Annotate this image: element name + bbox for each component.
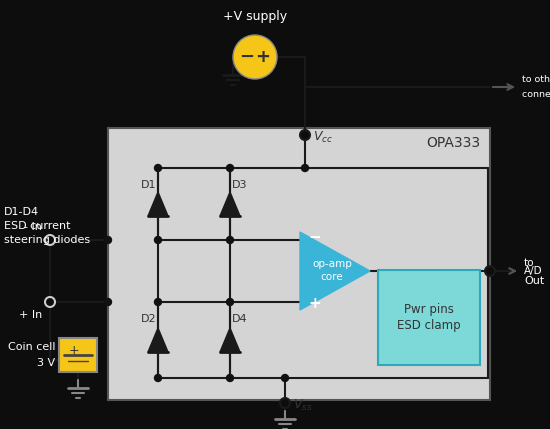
FancyBboxPatch shape [108,128,490,400]
Text: connected to the +V line: connected to the +V line [522,90,550,99]
Text: - In: - In [24,222,42,232]
Text: steering diodes: steering diodes [4,235,90,245]
Circle shape [300,130,310,140]
Circle shape [155,375,162,381]
Text: Coin cell: Coin cell [8,342,55,352]
Text: $V_{cc}$: $V_{cc}$ [313,130,333,145]
Circle shape [155,299,162,305]
FancyBboxPatch shape [59,338,97,372]
Text: to: to [524,258,535,268]
Text: core: core [321,272,343,282]
Circle shape [227,164,234,172]
Circle shape [280,398,290,408]
Text: +: + [69,344,79,356]
Circle shape [104,299,112,305]
Text: $V_{ss}$: $V_{ss}$ [293,397,312,413]
Text: D3: D3 [232,180,248,190]
Circle shape [485,266,495,276]
Text: +V supply: +V supply [223,10,287,23]
Text: D2: D2 [140,314,156,324]
Polygon shape [300,232,370,310]
Text: −: − [239,48,255,66]
Circle shape [301,164,309,172]
FancyBboxPatch shape [378,270,480,365]
Text: +: + [308,296,321,311]
Circle shape [45,297,55,307]
Circle shape [282,375,289,381]
Circle shape [227,236,234,244]
Text: op-amp: op-amp [312,259,352,269]
Circle shape [155,164,162,172]
Text: +: + [256,48,271,66]
Text: ESD current: ESD current [4,221,70,231]
Circle shape [233,35,277,79]
Text: Pwr pins: Pwr pins [404,303,454,316]
Text: + In: + In [19,310,42,320]
Polygon shape [148,328,168,352]
Text: A/D: A/D [524,266,543,276]
Polygon shape [220,192,240,216]
Circle shape [227,299,234,305]
Circle shape [104,236,112,244]
Text: to other components: to other components [522,75,550,84]
Text: D1-D4: D1-D4 [4,207,39,217]
Circle shape [45,235,55,245]
Text: ESD clamp: ESD clamp [397,319,461,332]
Polygon shape [220,328,240,352]
Text: D1: D1 [140,180,156,190]
Text: −: − [308,230,321,245]
Text: Out: Out [524,276,544,286]
Polygon shape [148,192,168,216]
Circle shape [227,375,234,381]
Text: OPA333: OPA333 [426,136,480,150]
Text: D4: D4 [232,314,248,324]
Circle shape [155,236,162,244]
Text: 3 V: 3 V [37,358,55,368]
